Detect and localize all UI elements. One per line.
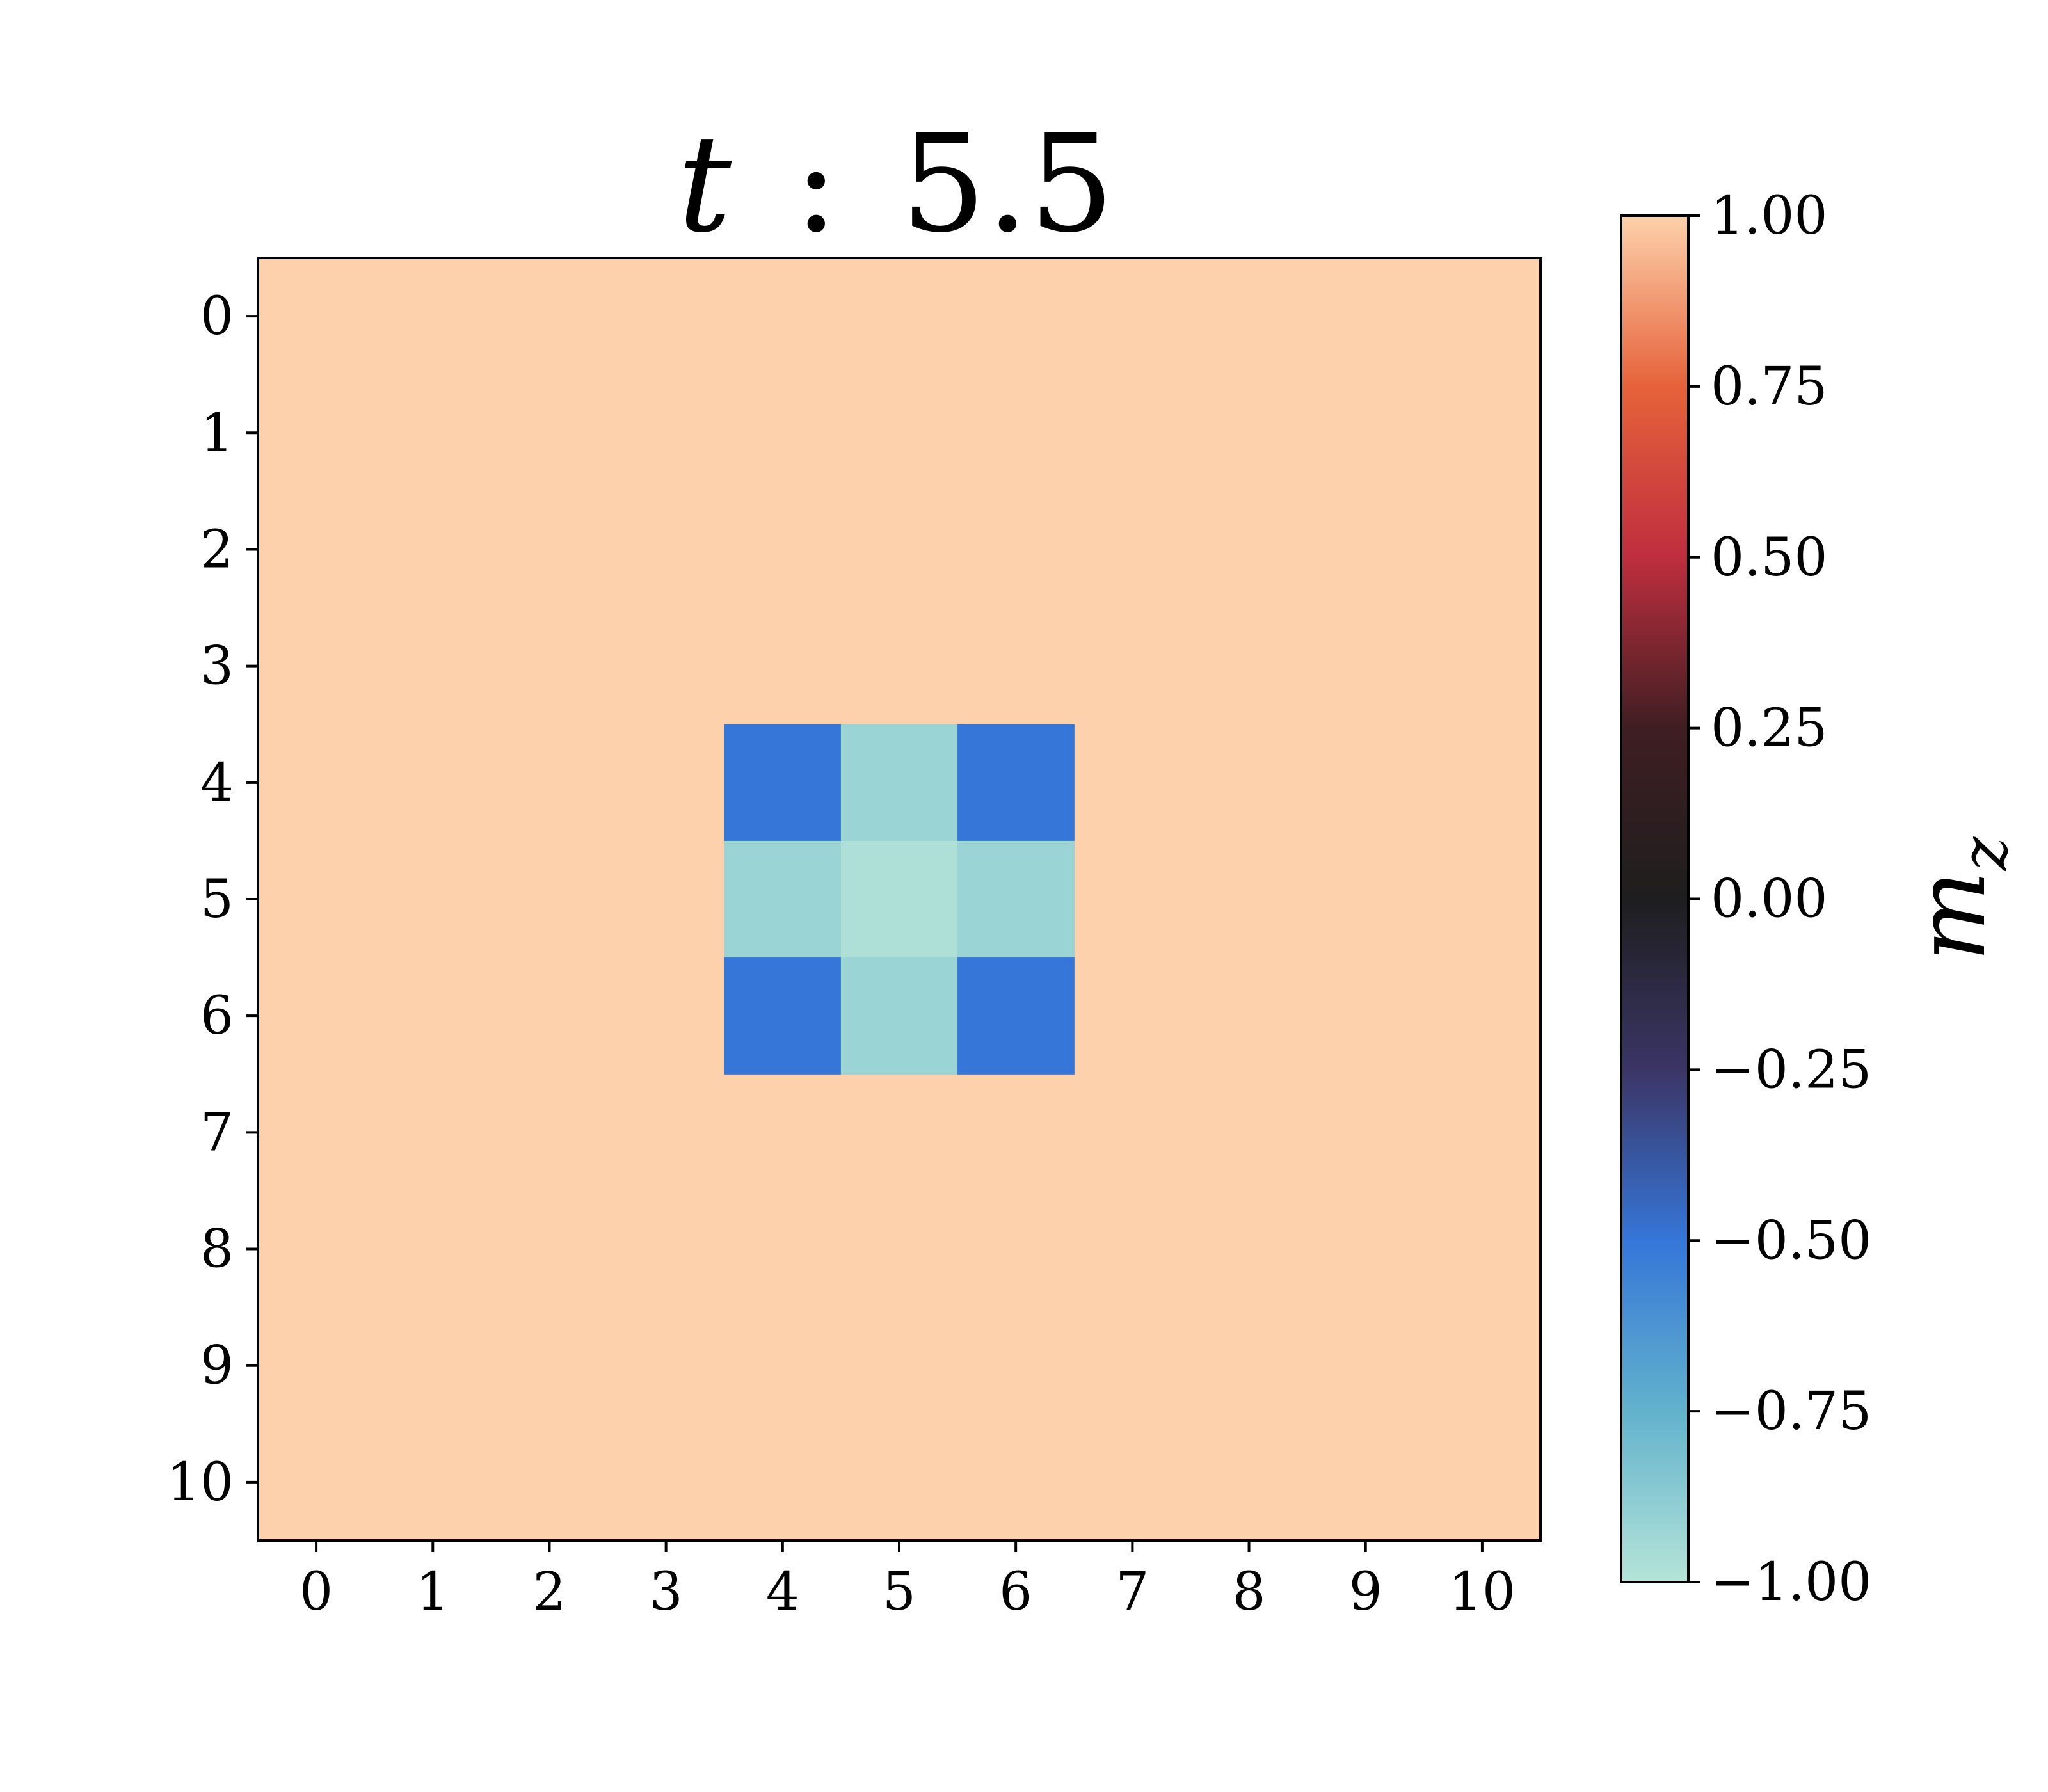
colorbar-ticks: 1.00 0.75 0.50 0.25 0.00 −0.25 −0.50 −0.75 −1.00: [1688, 186, 1871, 1613]
heatmap-cells: [724, 724, 1075, 1075]
heatmap-cell: [840, 724, 958, 842]
heatmap-plot-area: [257, 257, 1542, 1542]
y-tick-label: 5: [200, 869, 234, 930]
x-tick-label: 6: [999, 1562, 1032, 1622]
colorbar-tick-label: 0.50: [1711, 527, 1828, 588]
x-tick-label: 10: [1449, 1562, 1516, 1622]
colorbar-tick-label: −0.25: [1711, 1039, 1871, 1100]
chart-title-value: 5.5: [900, 106, 1114, 262]
colorbar: 1.00 0.75 0.50 0.25 0.00 −0.25 −0.50 −0.75 −1.00…: [1620, 186, 2022, 1613]
x-tick-label: 7: [1116, 1562, 1149, 1622]
x-tick-label: 2: [532, 1562, 566, 1622]
y-tick-label: 4: [200, 753, 234, 813]
chart-title-variable: t: [678, 106, 732, 262]
heatmap-cell: [957, 724, 1075, 842]
x-tick-label: 8: [1232, 1562, 1265, 1622]
x-tick-label: 3: [650, 1562, 683, 1622]
y-tick-label: 6: [200, 986, 234, 1046]
colorbar-tick-label: 0.00: [1711, 869, 1828, 930]
colorbar-tick-label: −0.50: [1711, 1210, 1871, 1271]
colorbar-gradient: [1621, 216, 1688, 1582]
heatmap-cell: [724, 724, 842, 842]
heatmap-cell: [840, 840, 958, 958]
colorbar-tick-label: −1.00: [1711, 1552, 1871, 1613]
colorbar-tick-label: 0.25: [1711, 698, 1828, 759]
x-tick-label: 9: [1349, 1562, 1382, 1622]
y-axis: 0 1 2 3 4 5 6 7 8 9 10: [167, 286, 258, 1513]
colorbar-label-subscript: z: [1947, 836, 2022, 871]
x-tick-label: 1: [416, 1562, 449, 1622]
colorbar-label: mz: [1896, 836, 2022, 961]
x-tick-label: 0: [300, 1562, 333, 1622]
chart-title: t : 5.5: [678, 106, 1115, 262]
colorbar-label-base: m: [1896, 870, 2007, 961]
heatmap-cell: [724, 840, 842, 958]
x-tick-label: 4: [766, 1562, 799, 1622]
y-tick-label: 10: [167, 1452, 234, 1513]
y-tick-label: 1: [200, 403, 234, 463]
colorbar-tick-label: −0.75: [1711, 1381, 1871, 1442]
heatmap-cell: [724, 957, 842, 1075]
heatmap-cell: [957, 840, 1075, 958]
y-tick-label: 9: [200, 1336, 234, 1396]
y-tick-label: 7: [200, 1102, 234, 1163]
colorbar-tick-label: 0.75: [1711, 356, 1828, 417]
colorbar-tick-label: 1.00: [1711, 186, 1828, 246]
y-tick-label: 2: [200, 519, 234, 580]
heatmap-cell: [840, 957, 958, 1075]
y-tick-label: 3: [200, 636, 234, 697]
y-tick-label: 8: [200, 1219, 234, 1280]
chart-title-separator: :: [794, 106, 839, 262]
x-tick-label: 5: [883, 1562, 916, 1622]
y-tick-label: 0: [200, 286, 234, 347]
x-axis: 0 1 2 3 4 5 6 7 8 9 10: [300, 1540, 1516, 1622]
heatmap-cell: [957, 957, 1075, 1075]
